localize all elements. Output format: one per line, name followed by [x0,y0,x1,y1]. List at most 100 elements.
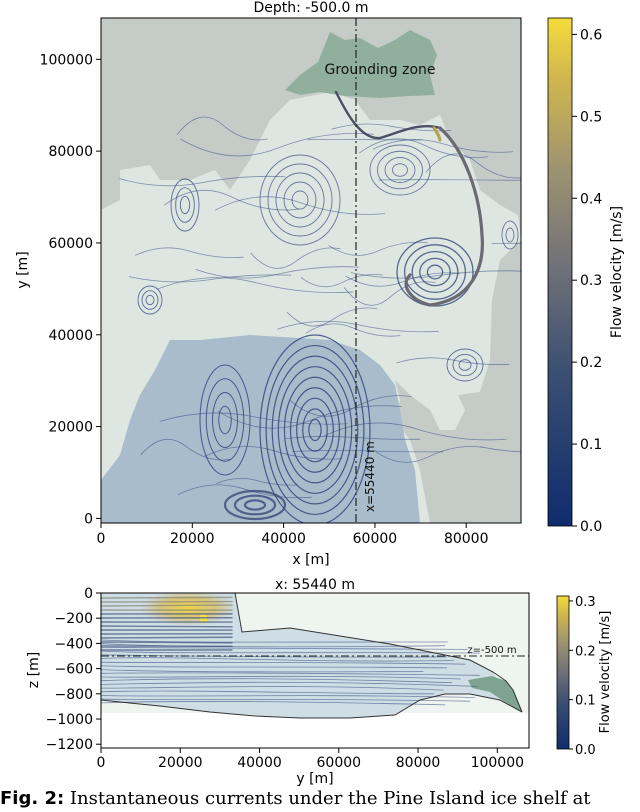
streamline [101,641,233,644]
streamline [275,172,325,228]
streamline [343,281,436,306]
bottom-y-ticks: 0 −200 −400 −600 −800 −1000 −1200 [46,586,101,753]
streamline [216,478,298,486]
bottom-x-tick-label: 100000 [471,755,524,771]
streamline [145,294,155,306]
streamline [128,274,292,283]
top-x-tick-label: 0 [97,531,106,547]
high-velocity-patch [140,593,236,626]
streamline [205,446,343,460]
bottom-x-tick-label: 20000 [158,755,203,771]
streamline [425,153,521,179]
streamline [101,686,444,691]
top-x-tick-label: 40000 [261,531,306,547]
streamline [480,446,521,453]
bottom-x-axis-label: y [m] [296,771,333,787]
bottom-x-tick-label: 80000 [396,755,441,771]
streamline [331,123,452,132]
streamline [180,132,374,157]
top-plot-frame [100,17,522,524]
streamline [243,499,267,511]
bottom-colorbar-tick-label: 0.1 [575,694,596,709]
streamline [396,357,510,365]
streamline [307,138,422,141]
top-colorbar-tick-label: 0.1 [580,437,602,453]
streamline [199,364,251,476]
streamline [377,150,423,190]
streamline [223,489,287,521]
bottom-plot-frame [100,592,530,749]
streamline [101,681,478,687]
streamline [101,672,480,676]
top-y-tick-label: 100000 [40,52,93,68]
grounding-zone-region [285,30,437,98]
streamline [101,661,466,665]
streamline [101,698,471,702]
streamline [101,604,233,607]
streamline [296,397,334,463]
bottom-colorbar-label: Flow velocity [m/s] [598,611,613,734]
streamline [101,665,448,669]
streamline [119,175,286,187]
bottom-colorbar-ticks: 0.0 0.1 0.2 0.3 [569,595,596,758]
bottom-y-tick-label: 0 [84,586,93,602]
streamline [432,126,442,142]
top-streamlines [119,90,521,523]
streamline [277,366,353,494]
streamline [101,695,475,698]
bottom-panel: x: 55440 m z=-500 m 0 20000 40000 60000 8000… [26,577,613,787]
streamline [305,323,401,337]
streamline [369,144,431,196]
top-y-tick-label: 40000 [48,328,93,344]
top-panel-title: Depth: -500.0 m [253,0,368,16]
top-y-tick-label: 60000 [48,236,93,252]
bottom-y-tick-label: −1200 [46,737,93,753]
bottom-y-tick-label: −400 [55,636,93,652]
streamline [141,290,159,310]
top-y-ticks: 0 20000 40000 60000 80000 100000 [40,52,101,527]
reference-depth-label: z=-500 m [467,645,516,656]
streamline [137,285,163,315]
streamline [334,90,442,140]
streamline [101,669,424,673]
streamline [267,163,333,237]
streamline [345,272,461,287]
streamline [373,446,483,463]
streamline [205,378,245,462]
streamline [215,196,386,215]
caption-label: Fig. 2: [0,788,65,809]
bottom-y-tick-label: −200 [55,611,93,627]
top-colorbar-tick-label: 0.2 [580,355,602,371]
streamline [217,405,402,429]
bottom-x-ticks: 0 20000 40000 60000 80000 100000 [97,748,524,771]
streamline [101,639,448,643]
streamline [265,344,365,516]
top-colorbar-tick-label: 0.3 [580,273,602,289]
streamline [286,307,378,327]
streamline [324,422,507,441]
bottom-x-tick-label: 40000 [237,755,282,771]
top-y-tick-label: 80000 [48,144,93,160]
streamline [283,181,317,219]
top-colorbar-tick-label: 0.4 [580,191,602,207]
streamline [302,408,328,452]
top-y-axis-label: y [m] [15,251,31,288]
bottom-y-axis-label: z [m] [26,652,42,688]
streamline [101,646,468,650]
streamline [250,247,341,269]
streamline [101,701,446,706]
streamline [505,227,515,243]
streamline [426,264,444,280]
streamline [378,179,521,181]
top-x-tick-label: 60000 [353,531,398,547]
ice-shelf-base [234,593,523,713]
streamline [458,359,472,371]
streamline [259,154,341,246]
streamline [135,247,244,258]
top-colorbar [547,17,573,527]
streamline [218,405,232,435]
streamline [300,274,383,288]
streamline [372,139,514,153]
bottom-colorbar-tick-label: 0.2 [575,644,596,659]
streamline [101,690,435,695]
